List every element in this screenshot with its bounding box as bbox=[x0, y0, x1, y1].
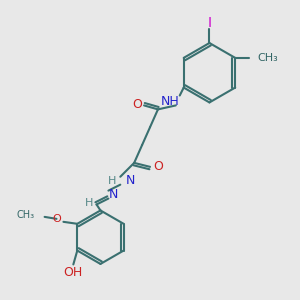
Text: NH: NH bbox=[160, 95, 179, 108]
Text: O: O bbox=[153, 160, 163, 173]
Text: N: N bbox=[109, 188, 118, 201]
Text: I: I bbox=[207, 16, 212, 30]
Text: H: H bbox=[108, 176, 116, 186]
Text: H: H bbox=[84, 197, 93, 208]
Text: O: O bbox=[52, 214, 61, 224]
Text: N: N bbox=[125, 174, 135, 187]
Text: CH₃: CH₃ bbox=[16, 210, 35, 220]
Text: CH₃: CH₃ bbox=[257, 53, 278, 63]
Text: O: O bbox=[132, 98, 142, 111]
Text: OH: OH bbox=[64, 266, 83, 279]
